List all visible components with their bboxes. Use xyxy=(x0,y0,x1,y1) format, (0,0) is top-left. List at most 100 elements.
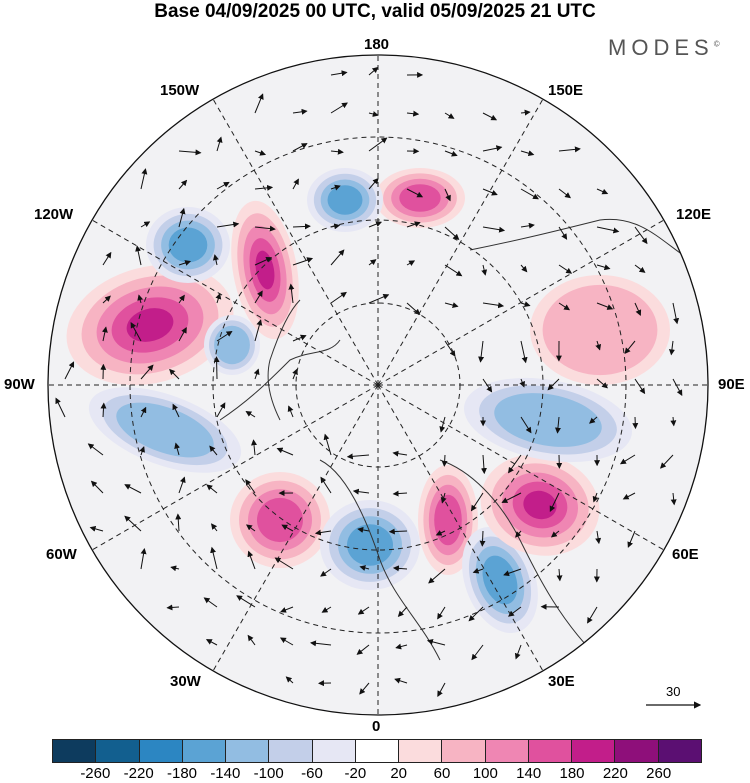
wind-vector xyxy=(174,442,181,456)
wind-vector xyxy=(392,565,408,572)
anomaly-contour xyxy=(327,185,363,215)
wind-vector xyxy=(503,568,522,577)
wind-vector xyxy=(55,397,66,418)
wind-vector xyxy=(178,149,202,156)
wind-vector xyxy=(124,484,142,494)
lon-label-150w: 150W xyxy=(160,82,200,99)
wind-vector xyxy=(444,112,455,119)
wind-vector xyxy=(471,644,484,661)
anomaly-field xyxy=(66,168,670,634)
colorbar-segment xyxy=(528,740,573,762)
wind-vector xyxy=(441,454,448,467)
wind-vector xyxy=(444,188,451,202)
wind-vector xyxy=(140,221,151,228)
wind-vector xyxy=(558,264,573,274)
wind-vector xyxy=(444,302,459,308)
wind-vector xyxy=(437,606,446,620)
anomaly-contour xyxy=(523,490,557,520)
wind-vector xyxy=(520,188,539,200)
wind-vector xyxy=(253,368,260,380)
wind-vector xyxy=(254,290,263,304)
wind-vector xyxy=(634,226,648,245)
lon-label-180: 180 xyxy=(364,36,390,53)
wind-vector xyxy=(596,264,611,271)
wind-vector xyxy=(292,257,314,266)
wind-vector xyxy=(352,488,370,495)
wind-vector xyxy=(482,112,498,121)
colorbar-tick-label: -100 xyxy=(253,765,284,782)
wind-vector xyxy=(514,644,522,660)
wind-vector xyxy=(670,492,677,506)
wind-vector xyxy=(368,137,388,152)
wind-vector xyxy=(554,416,561,434)
wind-vector xyxy=(482,302,505,309)
wind-vector xyxy=(102,251,112,266)
wind-vector xyxy=(274,557,294,570)
wind-vector xyxy=(368,66,379,76)
wind-vector xyxy=(330,102,348,114)
wind-vector xyxy=(247,550,256,570)
wind-vector xyxy=(481,264,488,276)
wind-vector xyxy=(520,264,528,273)
wind-vector xyxy=(279,637,294,646)
anomaly-contour xyxy=(126,308,174,342)
wind-vector xyxy=(203,597,218,608)
anomaly-neg-canada-south xyxy=(88,387,242,473)
wind-vector xyxy=(627,530,636,548)
wind-vector xyxy=(482,188,498,196)
anomaly-contour xyxy=(482,555,518,605)
wind-vector xyxy=(321,606,332,613)
wind-vector xyxy=(520,340,528,364)
graticule xyxy=(48,55,708,715)
wind-vector xyxy=(670,416,677,427)
colorbar-tick-label: 220 xyxy=(602,765,628,782)
colorbar-tick-label: -20 xyxy=(344,765,367,782)
wind-vector xyxy=(124,515,142,532)
wind-vector xyxy=(254,93,264,114)
colorbar-segment xyxy=(355,740,400,762)
wind-vector xyxy=(216,221,240,228)
wind-vector xyxy=(435,530,446,536)
wind-vector xyxy=(90,480,104,494)
wind-vector xyxy=(140,168,148,190)
wind-vector xyxy=(479,530,486,547)
brand-logo: MODES© xyxy=(608,35,720,61)
wind-vector xyxy=(368,111,379,117)
wind-vector xyxy=(426,638,446,646)
wind-vector xyxy=(368,259,377,266)
wind-vector xyxy=(634,264,646,273)
wind-vector xyxy=(314,529,332,536)
wind-vector xyxy=(619,454,636,465)
wind-vector xyxy=(547,378,560,391)
colorbar-tick-label: -140 xyxy=(210,765,241,782)
colorbar-segment xyxy=(139,740,183,762)
wind-vector xyxy=(175,513,182,532)
anomaly-pos-bering-gulf xyxy=(231,200,299,340)
wind-vector xyxy=(589,416,598,424)
anomaly-pos-east-siberian xyxy=(375,168,465,228)
wind-vector xyxy=(359,682,370,695)
colorbar-segment xyxy=(182,740,227,762)
wind-vector xyxy=(209,445,218,456)
anomaly-contour xyxy=(116,402,214,458)
wind-vector xyxy=(135,245,142,266)
wind-vector xyxy=(520,301,531,308)
wind-vector xyxy=(406,302,421,315)
colorbar-tick-label: -180 xyxy=(166,765,198,782)
colorbar-tick-label: 140 xyxy=(516,765,542,782)
wind-vector xyxy=(556,568,563,582)
lon-label-120w: 120W xyxy=(34,206,74,223)
lon-label-120e: 120E xyxy=(676,206,712,223)
wind-vector xyxy=(406,110,420,117)
wind-vector xyxy=(632,416,639,430)
wind-vector xyxy=(444,264,463,277)
anomaly-pos-greenland-sea xyxy=(230,472,330,568)
wind-vector xyxy=(478,340,485,363)
wind-vector xyxy=(178,476,186,494)
colorbar-tick-label: -220 xyxy=(123,765,154,782)
colorbar-tick-label: 180 xyxy=(559,765,585,782)
anomaly-contour xyxy=(257,497,303,543)
wind-vector xyxy=(245,524,256,532)
colorbar-segment xyxy=(53,740,97,762)
wind-vector xyxy=(392,450,408,457)
